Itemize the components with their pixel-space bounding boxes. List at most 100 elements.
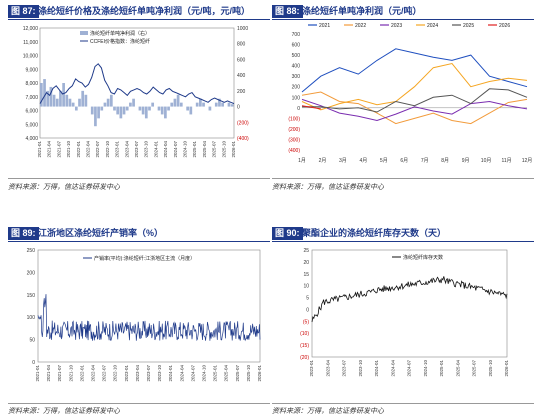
profit-bar [214,102,218,107]
x-tick-label: 2021-10 [68,365,73,382]
figure-title: 涤纶短纤单吨净利润（元/吨） [302,6,422,16]
plot-frame [37,249,261,363]
source-note: 资料来源：万得，信达证券研发中心 [272,184,384,191]
x-tick-label: 9月 [462,158,470,164]
y-right-tick-label: 800 [237,42,246,48]
y-tick-label: 50 [29,338,35,344]
x-tick-label: 2023-10 [144,141,149,158]
x-tick-label: 5月 [380,158,388,164]
plot-frame [311,249,508,358]
y-tick-label: 600 [292,43,301,49]
series-line-2021 [301,48,528,93]
chart-90: 25 20 15 10 5 0 (5) (10) (15) (20)2023-01 2023-04 2… [300,248,509,377]
y-tick-label: (20) [300,355,309,361]
profit-bar [218,98,221,107]
y-tick-label: (10) [300,331,309,337]
figure-tag: 图 89: [8,227,39,240]
y-tick-label: (15) [300,343,309,349]
y-left-tick-label: 4,000 [25,136,38,142]
y-tick-label: 5 [306,296,309,302]
y-tick-label: 200 [27,270,36,276]
y-tick-label: 20 [303,260,309,266]
x-tick-label: 2023-04 [124,141,129,158]
x-tick-label: 2024-04 [179,365,184,382]
source-divider [8,178,270,179]
profit-bar [81,90,85,107]
x-tick-label: 6月 [400,158,408,164]
x-tick-label: 2021-07 [56,141,61,158]
source-note: 资料来源：万得，信达证券研发中心 [8,184,120,191]
y-left-tick-label: 5,000 [25,122,38,128]
y-right-tick-label: 600 [237,57,246,63]
profit-bar [202,102,205,107]
x-tick-label: 2023-10 [358,360,363,377]
profit-bar [170,102,174,107]
y-tick-label: 0 [306,307,309,313]
x-tick-label: 2025-07 [235,365,240,382]
figure-title: 涤纶短纤价格及涤纶短纤单吨净利润（元/吨，元/吨） [38,6,251,16]
y-tick-label: 150 [27,293,36,299]
panel-88: 图 88: 涤纶短纤单吨净利润（元/吨） 700 600 500 400 300 200 1… [272,4,534,192]
y-tick-label: (400) [288,148,300,154]
profit-bar [43,79,46,107]
profit-bar [90,106,94,115]
profit-bar [68,98,72,107]
legend-label: 2026 [499,23,510,29]
profit-bar [106,98,110,107]
series-line-2023 [301,98,528,122]
profit-bar [195,102,199,107]
legend-label-price: CCFEI价格指数：涤纶短纤 [90,38,150,45]
profit-bar [59,90,62,107]
x-tick-label: 2024-07 [407,360,412,377]
x-tick-label: 2025-01 [192,141,197,158]
legend-label: 2025 [463,23,474,29]
sales-ratio-line [37,294,261,342]
y-left-tick-label: 9,000 [25,67,38,73]
source-divider [272,178,534,179]
source-divider [272,403,534,404]
y-right-tick-label: 200 [237,89,246,95]
chart-87: 12,000 11,000 10,000 9,000 8,000 7,000 6,000 5,… [23,26,249,158]
x-tick-label: 2025-04 [202,141,207,158]
panel-89: 图 89: 江浙地区涤纶短纤产销率（%） 250 200 150 100 50 0 2021… [8,226,270,416]
panel-title-bar: 图 89: 江浙地区涤纶短纤产销率（%） [8,226,270,242]
x-tick-label: 2021-01 [37,141,42,158]
x-tick-label: 12月 [522,158,533,164]
x-tick-label: 2024-10 [423,360,428,377]
y-tick-label: (300) [288,137,300,143]
figure-tag: 图 90: [272,227,303,240]
x-tick-label: 7月 [421,158,429,164]
profit-bar [138,106,142,111]
x-tick-label: 2022-04 [86,141,91,158]
y-tick-label: 100 [292,95,301,101]
profit-bar [227,102,231,107]
x-tick-label: 2024-10 [202,365,207,382]
x-tick-label: 2024-04 [163,141,168,158]
legend-label: 2022 [355,23,366,29]
x-tick-label: 8月 [441,158,449,164]
x-tick-label: 2022-07 [95,141,100,158]
profit-bar [74,106,78,111]
profit-bar [221,102,224,107]
x-tick-label: 2026-01 [504,360,509,377]
y-left-tick-label: 6,000 [25,109,38,115]
y-right-tick-label: (400) [237,136,249,142]
x-tick-label: 4月 [359,158,367,164]
y-tick-label: 25 [303,248,309,254]
y-left-tick-label: 10,000 [23,54,39,60]
profit-bar [160,106,164,115]
x-tick-label: 2023-01 [124,365,129,382]
legend-label: 涤纶短纤库存天数 [403,254,443,261]
profit-bar [113,106,116,111]
x-tick-label: 2026-01 [231,141,236,158]
x-tick-label: 2024-01 [153,141,158,158]
y-tick-label: 400 [292,64,301,70]
x-tick-label: 2023-07 [146,365,151,382]
chart-88: 700 600 500 400 300 200 100 0 (100) (200) (300) (40… [288,23,533,164]
x-tick-label: 2023-04 [325,360,330,377]
series-line-2024 [301,62,528,111]
x-tick-label: 2024-04 [390,360,395,377]
profit-bar [189,106,193,115]
y-tick-label: 0 [297,106,300,112]
